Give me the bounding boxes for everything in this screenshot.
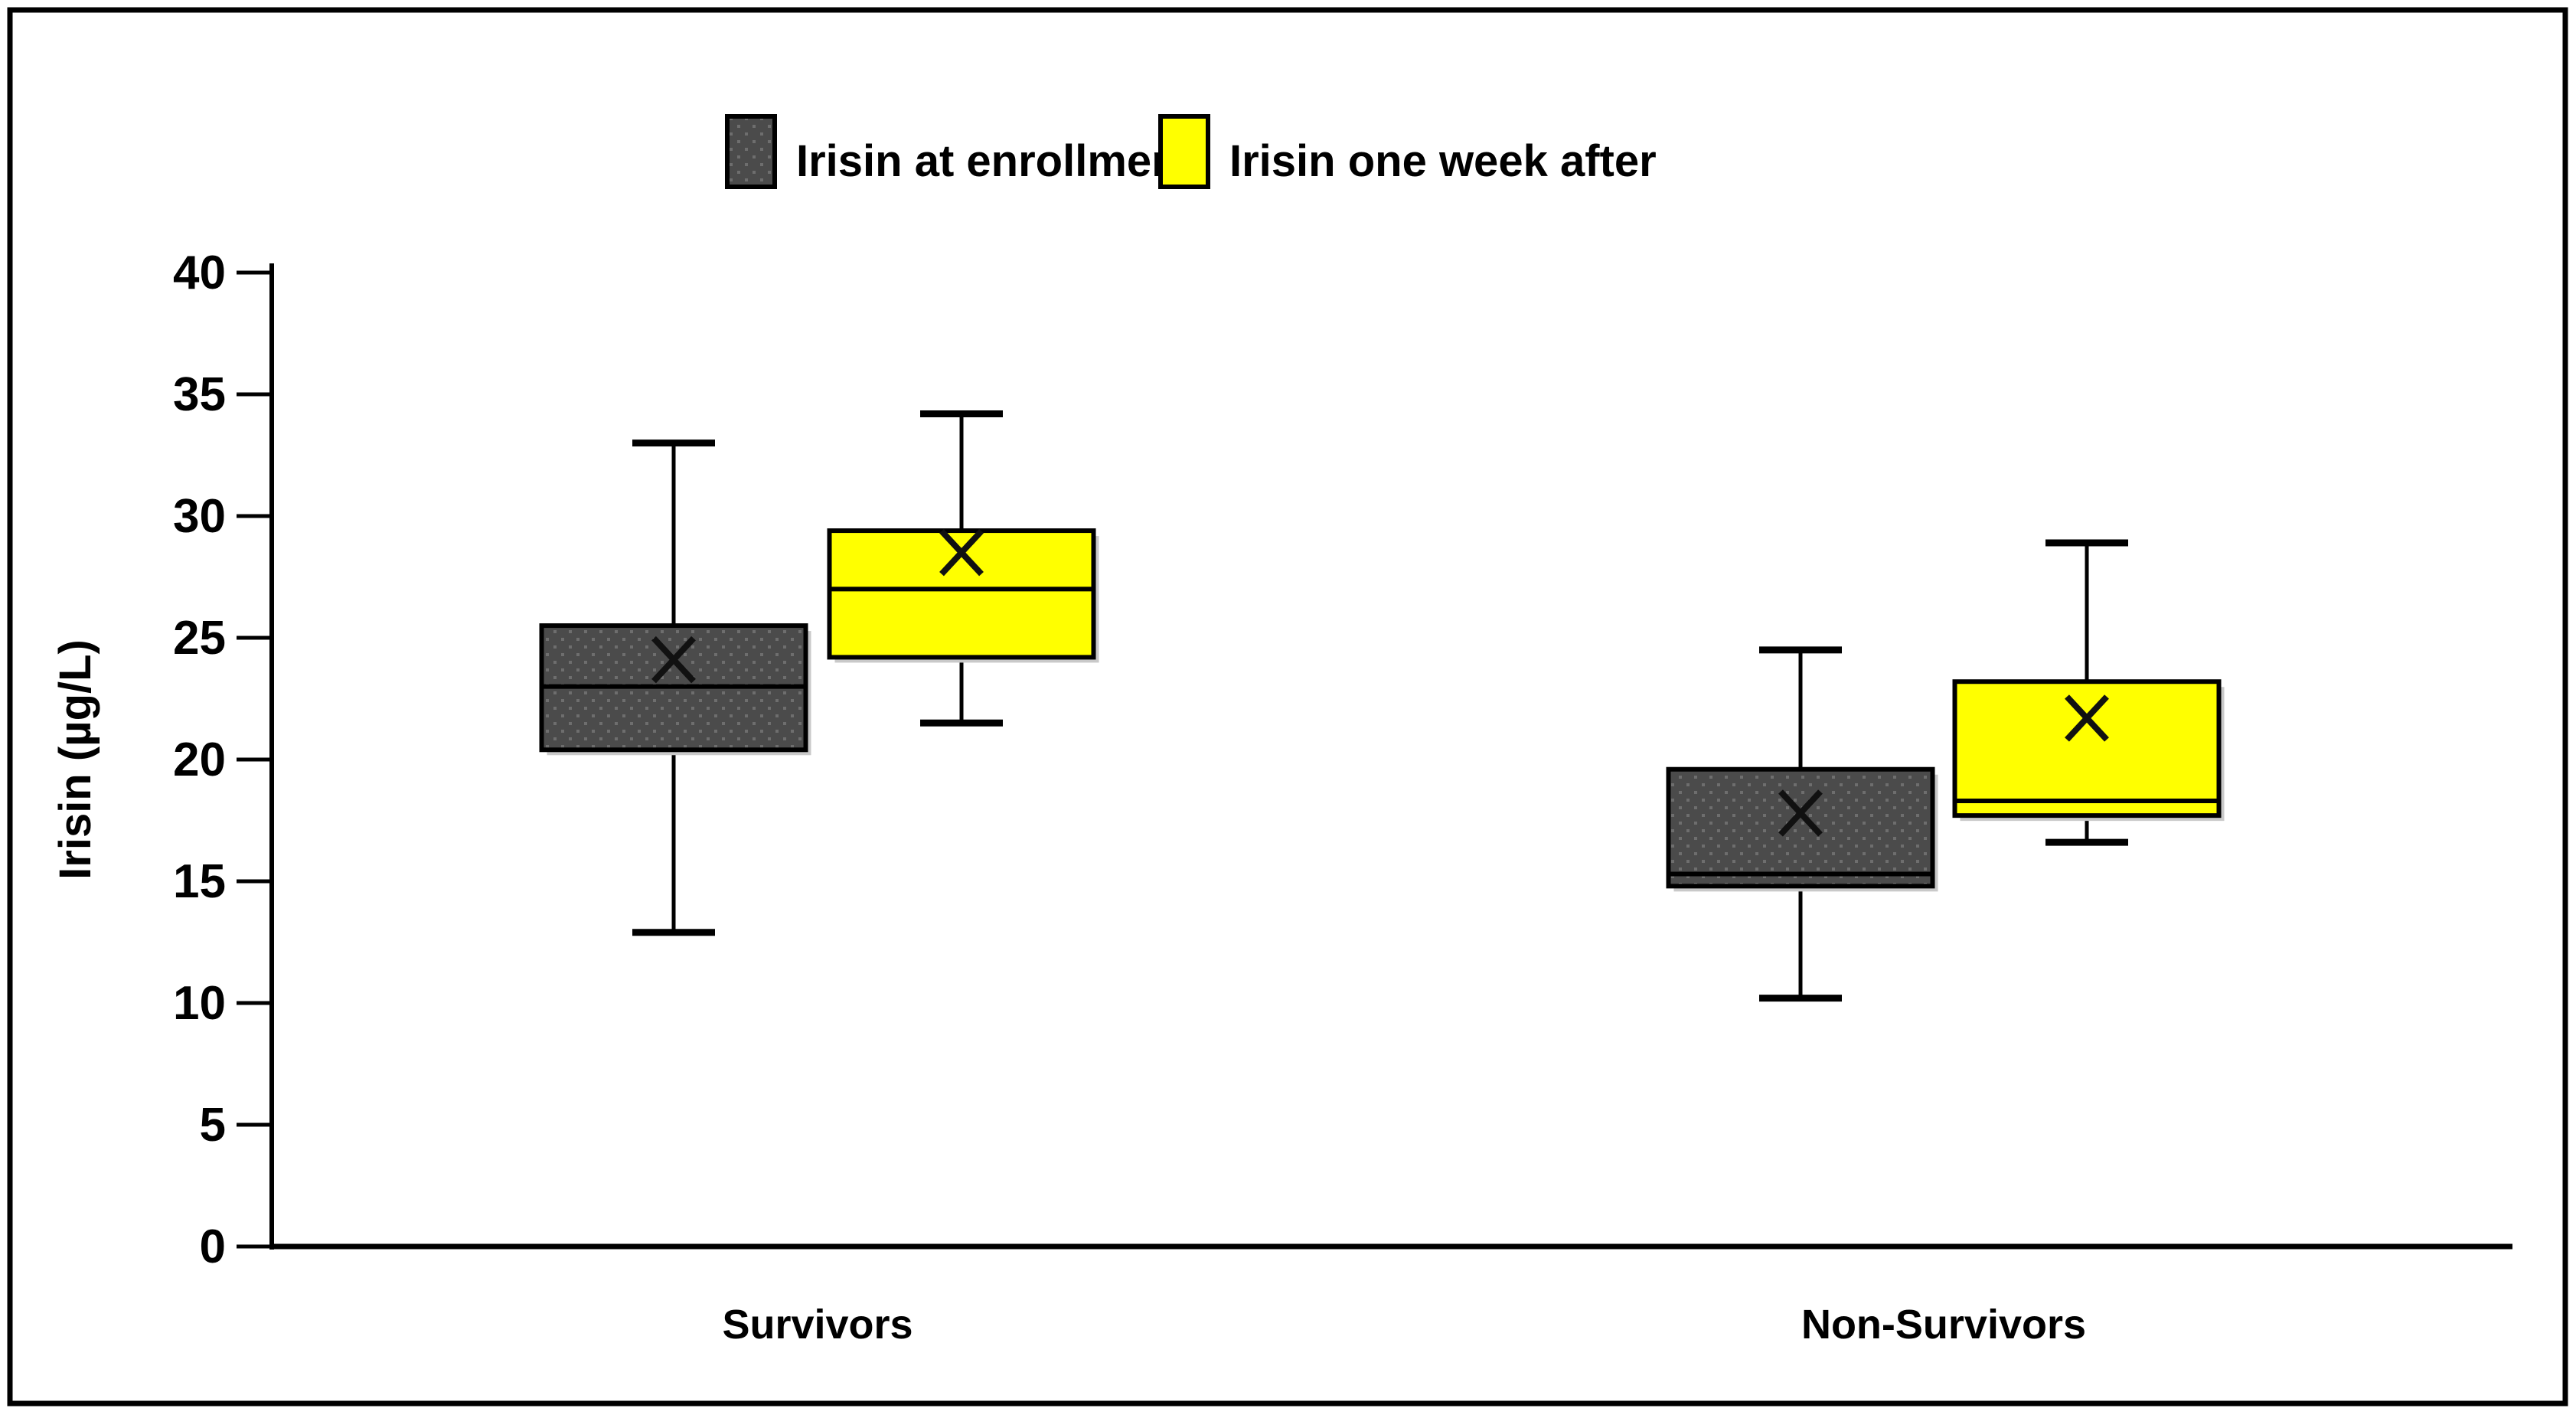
box-survivors-irisin-one-week-after <box>827 410 1099 727</box>
mean-x-marker <box>1778 789 1823 837</box>
x-category-label-non-survivors: Non-Survivors <box>1801 1302 2086 1348</box>
mean-x-marker <box>2065 694 2109 742</box>
y-tick-label-25: 25 <box>173 612 226 665</box>
box-iqr <box>1952 679 2222 818</box>
legend-swatch-irisin-at-enrollment <box>725 114 777 189</box>
y-tick-label-15: 15 <box>173 855 226 908</box>
box-non-survivors-irisin-at-enrollment <box>1666 646 1938 1002</box>
legend-swatch-irisin-one-week-after <box>1158 114 1210 189</box>
y-tick-label-35: 35 <box>173 368 226 421</box>
y-tick-label-30: 30 <box>173 490 226 543</box>
legend: Irisin at enrollment Irisin one week afte… <box>725 114 1657 189</box>
mean-x-marker <box>651 635 696 684</box>
mean-x-marker <box>939 528 984 577</box>
y-tick-label-20: 20 <box>173 734 226 786</box>
y-axis: 0 5 10 15 20 25 30 35 40 <box>173 247 274 1273</box>
y-tick-label-0: 0 <box>200 1220 226 1273</box>
box-survivors-irisin-at-enrollment <box>539 439 811 936</box>
figure-border <box>7 7 2568 1407</box>
x-category-label-survivors: Survivors <box>722 1302 913 1348</box>
legend-label-irisin-at-enrollment: Irisin at enrollment <box>796 136 1193 186</box>
box-non-survivors-irisin-one-week-after <box>1952 539 2225 846</box>
box-iqr <box>827 528 1096 660</box>
box-iqr <box>1666 766 1935 889</box>
legend-label-irisin-one-week-after: Irisin one week after <box>1229 136 1657 186</box>
y-axis-title: Irisin (µg/L) <box>51 639 100 880</box>
y-tick-label-5: 5 <box>200 1099 226 1152</box>
y-tick-label-10: 10 <box>173 977 226 1030</box>
y-tick-label-40: 40 <box>173 247 226 299</box>
